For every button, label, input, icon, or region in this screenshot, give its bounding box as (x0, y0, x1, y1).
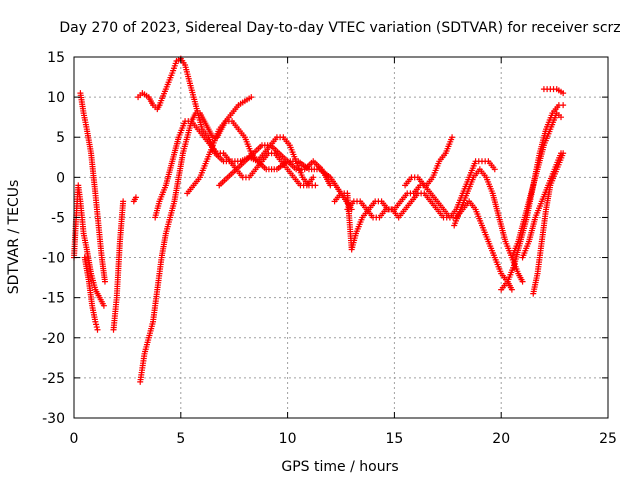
data-points (71, 55, 567, 385)
data-point (491, 166, 498, 173)
tick-labels: 0 5 10 15 20 25 -30 -25 -20 -15 -10 -5 0 5 10 15 (42, 50, 617, 447)
data-point (560, 90, 567, 97)
y-tick-label: -30 (42, 411, 65, 427)
x-tick-label: 20 (492, 431, 510, 447)
data-point (560, 102, 567, 109)
data-point (519, 278, 526, 285)
data-point (93, 321, 100, 328)
data-point (92, 318, 99, 325)
y-tick-label: -20 (42, 331, 65, 347)
data-point (93, 324, 100, 331)
data-point (508, 286, 515, 293)
data-point (248, 94, 255, 101)
data-point (560, 150, 567, 157)
x-tick-label: 10 (279, 431, 297, 447)
axis-ticks (73, 56, 609, 419)
data-point (120, 198, 127, 205)
data-point (449, 134, 456, 141)
data-point (94, 326, 101, 333)
data-point (558, 114, 565, 121)
grid-lines (74, 57, 608, 418)
y-tick-label: -15 (42, 291, 65, 307)
y-tick-label: 0 (56, 170, 65, 186)
data-point (100, 302, 107, 309)
plot-frame (73, 56, 609, 419)
data-point (132, 194, 139, 201)
y-tick-label: -10 (42, 251, 65, 267)
data-point (312, 182, 319, 189)
y-tick-label: 15 (47, 50, 65, 66)
x-tick-label: 0 (70, 431, 79, 447)
y-tick-label: 5 (56, 130, 65, 146)
y-tick-label: -5 (51, 210, 65, 226)
x-tick-label: 5 (176, 431, 185, 447)
x-tick-label: 15 (385, 431, 403, 447)
y-tick-label: -25 (42, 371, 65, 387)
data-point (101, 278, 108, 285)
x-axis-label: GPS time / hours (281, 459, 398, 475)
y-axis-label: SDTVAR / TECUs (6, 180, 22, 295)
data-point (327, 182, 334, 189)
data-point (310, 174, 317, 181)
x-tick-label: 25 (599, 431, 617, 447)
y-tick-label: 10 (47, 90, 65, 106)
chart-title: Day 270 of 2023, Sidereal Day-to-day VTE… (59, 20, 620, 36)
